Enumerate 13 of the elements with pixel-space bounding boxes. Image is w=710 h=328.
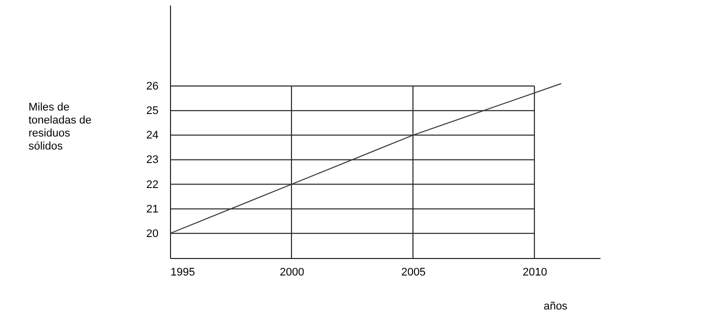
x-tick-label: 2005: [401, 266, 426, 278]
y-tick-label: 20: [146, 228, 158, 240]
y-tick-label: 26: [146, 80, 158, 93]
x-tick-label: 1995: [170, 266, 195, 278]
y-axis-title: Miles de toneladas de residuos sólidos: [28, 102, 92, 153]
x-tick-label: 2010: [522, 266, 548, 278]
y-tick-label: 21: [146, 203, 158, 216]
x-tick-label: 2000: [280, 266, 304, 278]
y-tick-label: 25: [146, 105, 158, 118]
y-tick-label: 22: [146, 178, 158, 191]
y-tick-label: 23: [146, 154, 158, 166]
y-tick-label: 24: [146, 130, 158, 142]
x-axis-title: años: [544, 300, 568, 312]
